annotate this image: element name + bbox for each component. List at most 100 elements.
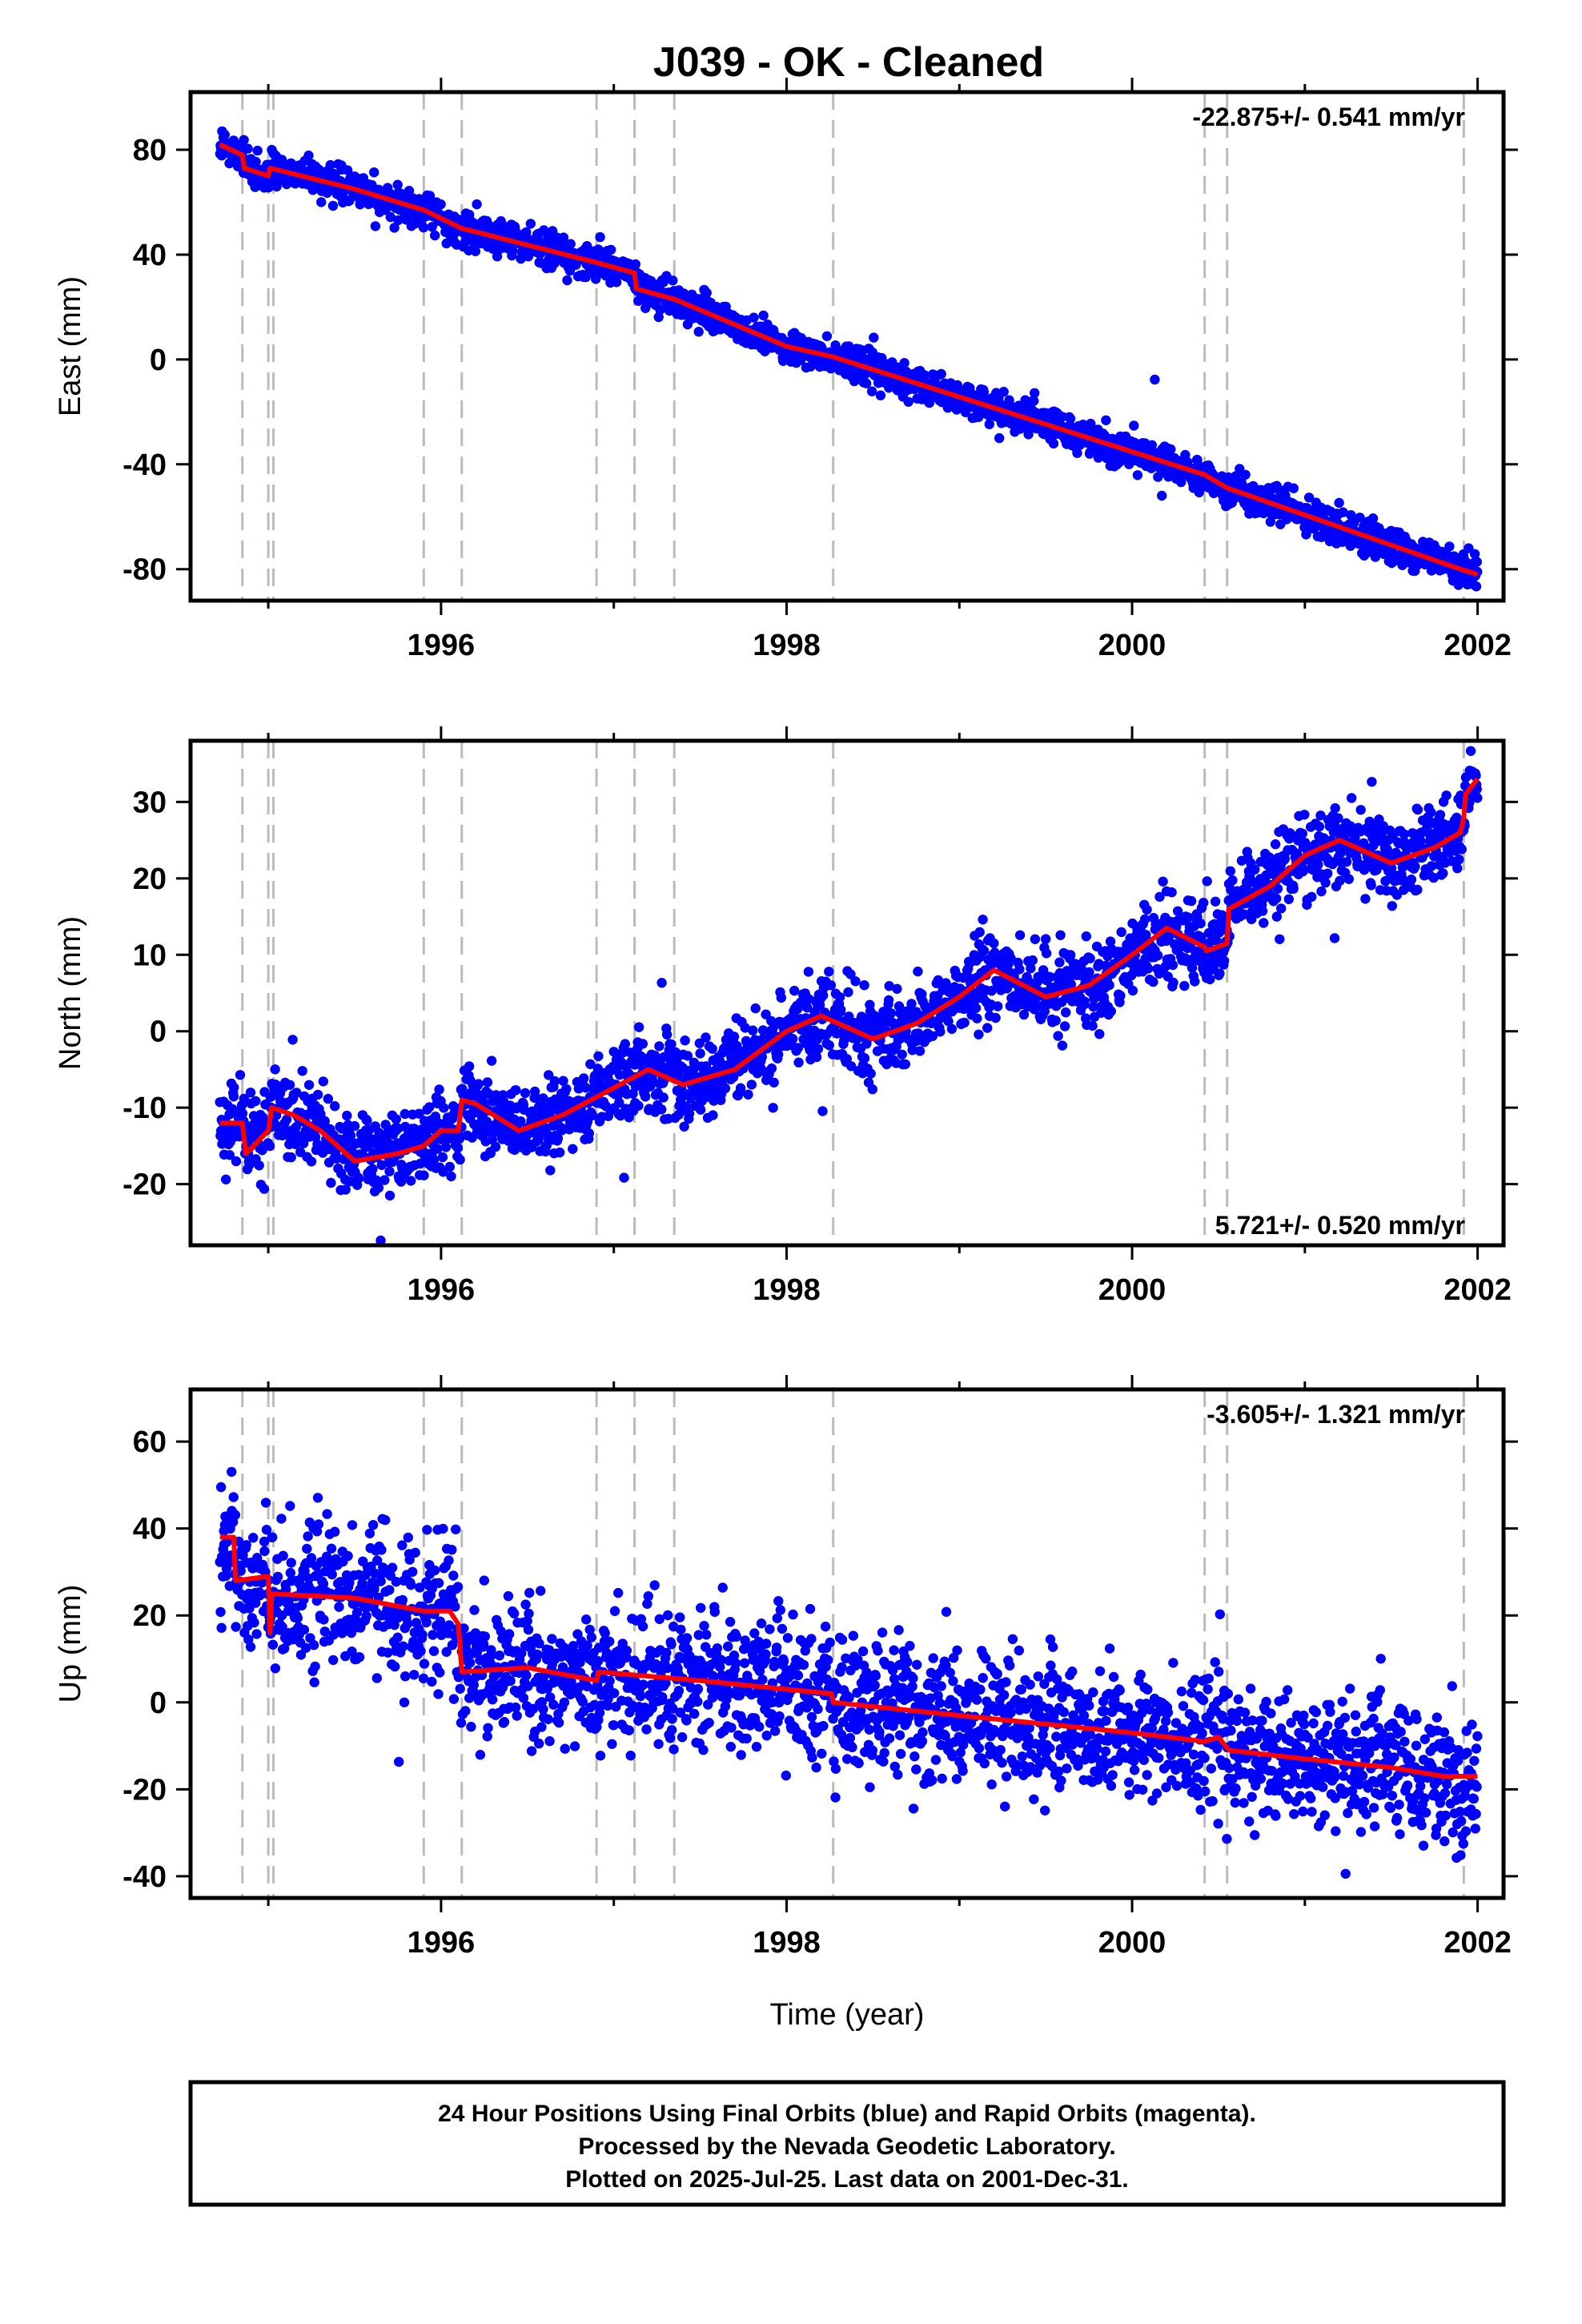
model-line-east <box>219 142 1479 577</box>
data-point <box>788 1034 798 1044</box>
data-point <box>836 1004 846 1015</box>
data-point <box>313 1519 324 1530</box>
data-point <box>1014 964 1025 975</box>
data-point <box>538 1093 548 1104</box>
data-point <box>245 1642 256 1652</box>
data-point <box>369 167 379 178</box>
data-point <box>276 1514 287 1524</box>
data-point <box>351 1607 363 1618</box>
data-point <box>1129 420 1139 431</box>
data-point <box>525 219 536 229</box>
data-point <box>482 1077 493 1088</box>
data-point <box>346 1627 356 1638</box>
data-point <box>1288 483 1299 493</box>
data-point <box>595 231 605 243</box>
data-point <box>533 1135 544 1145</box>
data-point <box>578 1073 589 1084</box>
y-axis-label-east: East (mm) <box>54 276 87 416</box>
scatter-series-north <box>215 746 1483 1245</box>
data-point <box>982 1023 993 1033</box>
data-point <box>1101 415 1111 425</box>
data-point <box>1179 980 1190 991</box>
data-point <box>343 1550 353 1562</box>
data-point <box>1471 770 1481 781</box>
data-point <box>1330 802 1340 814</box>
data-point <box>552 1133 564 1144</box>
data-point <box>1106 1006 1117 1017</box>
data-point <box>899 358 909 368</box>
data-point <box>1210 958 1220 968</box>
data-point <box>1360 894 1371 904</box>
data-point <box>303 1080 315 1091</box>
scatter-series-east <box>215 126 1483 592</box>
data-point <box>1299 810 1310 820</box>
data-point <box>661 1029 673 1040</box>
data-point <box>291 1088 302 1098</box>
data-point <box>989 938 999 949</box>
plot-area-north <box>215 741 1483 1245</box>
data-point <box>1225 866 1236 877</box>
y-tick-label: 40 <box>133 239 167 272</box>
data-point <box>249 1617 259 1628</box>
figure-title: J039 - OK - Cleaned <box>653 39 1044 86</box>
x-tick-label: 2002 <box>1443 1273 1512 1307</box>
data-point <box>913 966 923 977</box>
data-point <box>330 1526 340 1537</box>
data-point <box>1132 470 1143 480</box>
y-tick-label: 20 <box>133 862 167 896</box>
data-point <box>1018 1009 1030 1020</box>
data-point <box>341 1570 352 1581</box>
data-point <box>927 1031 938 1041</box>
data-point <box>749 312 759 323</box>
data-point <box>1153 950 1163 961</box>
data-point <box>309 1677 319 1687</box>
data-point <box>379 1175 390 1185</box>
data-point <box>1148 976 1158 987</box>
data-point <box>758 310 769 321</box>
data-point <box>414 1108 424 1119</box>
model-line-north <box>219 777 1480 1164</box>
data-point <box>1444 541 1455 552</box>
data-point <box>227 1466 237 1478</box>
data-point <box>1227 875 1238 886</box>
data-point <box>295 1650 307 1660</box>
data-point <box>347 1647 357 1657</box>
data-point <box>1345 821 1356 831</box>
y-tick-label: 30 <box>133 786 167 819</box>
data-point <box>1085 953 1095 963</box>
data-point <box>1452 812 1462 823</box>
data-point <box>748 1025 758 1035</box>
data-point <box>440 1142 452 1152</box>
data-point <box>1168 977 1178 988</box>
data-point <box>1094 1029 1105 1039</box>
data-point <box>1199 898 1209 908</box>
data-point <box>1104 979 1114 991</box>
data-point <box>1334 497 1344 509</box>
data-point <box>1441 790 1452 801</box>
data-point <box>1329 933 1340 943</box>
data-point <box>404 186 415 196</box>
data-point <box>306 1156 317 1167</box>
data-point <box>322 1509 332 1519</box>
data-point <box>511 1085 521 1096</box>
data-point <box>1316 886 1327 897</box>
data-point <box>865 1068 876 1079</box>
rate-label-north: 5.721+/- 0.520 mm/yr <box>1215 1211 1465 1240</box>
data-point <box>1382 844 1392 854</box>
data-point <box>776 992 786 1003</box>
data-point <box>554 1147 565 1158</box>
data-point <box>883 995 894 1006</box>
data-point <box>813 1043 824 1055</box>
data-point <box>384 1190 396 1201</box>
data-point <box>473 1079 484 1089</box>
data-point <box>1315 810 1326 821</box>
data-point <box>1006 953 1016 963</box>
data-point <box>270 1064 280 1075</box>
data-point <box>1438 868 1448 879</box>
data-point <box>1053 1031 1063 1041</box>
data-point <box>285 1567 295 1578</box>
data-point <box>701 1032 711 1043</box>
data-point <box>316 197 327 207</box>
data-point <box>221 1174 231 1185</box>
